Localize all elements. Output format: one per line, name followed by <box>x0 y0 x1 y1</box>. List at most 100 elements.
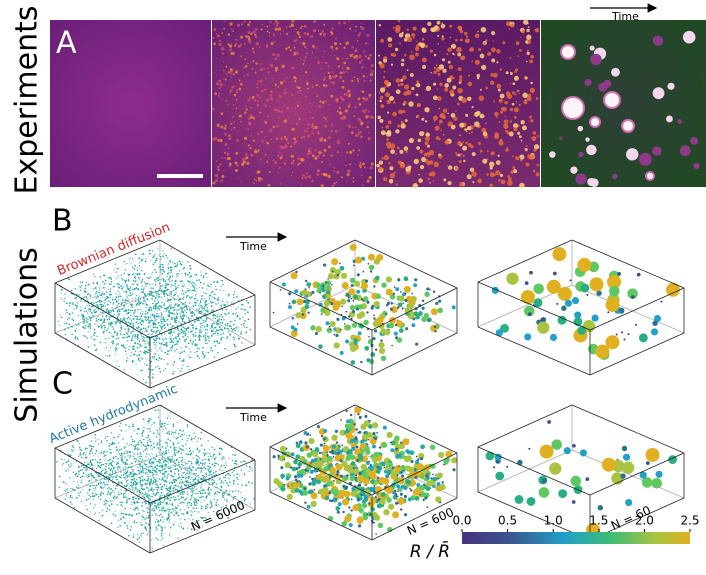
particle <box>190 351 192 353</box>
particle <box>131 310 133 312</box>
particle <box>142 467 144 470</box>
particle <box>204 354 206 357</box>
particle <box>185 306 187 308</box>
speckle <box>457 102 460 106</box>
particle <box>89 327 92 330</box>
particle <box>167 473 169 475</box>
speckle <box>336 150 340 154</box>
speckle <box>295 49 297 51</box>
particle <box>120 274 123 276</box>
particle <box>195 463 197 465</box>
speckle <box>223 61 225 63</box>
speckle <box>378 54 381 57</box>
speckle <box>287 46 291 49</box>
speckle <box>225 99 228 102</box>
particle <box>176 276 178 278</box>
particle <box>118 302 120 304</box>
particle <box>149 276 152 279</box>
particle <box>349 304 356 311</box>
particle <box>142 451 144 453</box>
particle <box>91 482 93 484</box>
speckle <box>252 60 255 62</box>
speckle <box>317 132 320 135</box>
particle <box>193 493 195 495</box>
particle <box>121 307 124 310</box>
particle <box>216 315 218 318</box>
speckle <box>298 117 301 121</box>
speckle <box>306 175 309 178</box>
particle <box>393 286 396 288</box>
speckle <box>345 181 347 183</box>
particle <box>154 510 156 512</box>
particle <box>224 466 227 469</box>
particle <box>84 291 87 293</box>
particle <box>157 279 159 282</box>
speckle <box>380 104 385 109</box>
particle <box>221 321 224 324</box>
particle <box>170 349 173 352</box>
particle <box>173 313 175 315</box>
droplet <box>612 173 618 180</box>
particle <box>184 301 187 304</box>
particle <box>231 320 233 322</box>
particle <box>96 281 98 284</box>
particle <box>172 524 175 526</box>
particle <box>154 290 156 292</box>
particle <box>122 336 125 339</box>
particle <box>147 497 150 500</box>
particle <box>179 492 182 495</box>
speckle <box>356 39 359 42</box>
speckle <box>346 66 350 70</box>
particle <box>165 307 168 310</box>
particle <box>392 292 395 296</box>
particle <box>106 318 109 321</box>
speckle <box>323 50 326 53</box>
particle <box>168 299 170 301</box>
particle <box>238 338 240 340</box>
speckle <box>377 115 381 120</box>
particle <box>175 286 177 288</box>
particle <box>131 306 134 308</box>
particle <box>186 476 188 479</box>
particle <box>232 293 235 296</box>
particle <box>170 306 172 308</box>
particle <box>210 350 212 352</box>
particle <box>211 291 213 294</box>
speckle <box>291 94 294 97</box>
particle <box>92 499 94 501</box>
particle <box>88 293 90 295</box>
speckle <box>449 89 455 95</box>
particle <box>160 296 163 298</box>
speckle <box>246 87 248 89</box>
particle <box>181 367 183 369</box>
particle <box>69 496 71 498</box>
particle <box>169 312 171 314</box>
particle <box>158 478 161 480</box>
particle <box>111 471 114 473</box>
droplet <box>679 145 691 157</box>
particle <box>153 504 156 507</box>
particle <box>198 307 200 309</box>
particle <box>127 311 129 313</box>
particle <box>357 331 362 336</box>
speckle <box>232 104 235 106</box>
speckle <box>290 145 293 148</box>
particle <box>169 417 171 420</box>
particle <box>169 526 172 529</box>
particle <box>145 303 148 306</box>
particle <box>300 306 307 313</box>
particle <box>156 259 158 262</box>
particle <box>630 295 635 299</box>
particle <box>178 321 180 323</box>
particle <box>201 298 203 300</box>
particle <box>168 433 171 435</box>
particle <box>126 485 128 487</box>
particle <box>116 283 118 285</box>
speckle <box>390 149 395 154</box>
particle <box>115 300 118 302</box>
speckle <box>341 86 345 89</box>
speckle <box>236 164 239 167</box>
speckle <box>452 85 457 90</box>
particle <box>231 302 233 304</box>
speckle <box>533 148 537 152</box>
